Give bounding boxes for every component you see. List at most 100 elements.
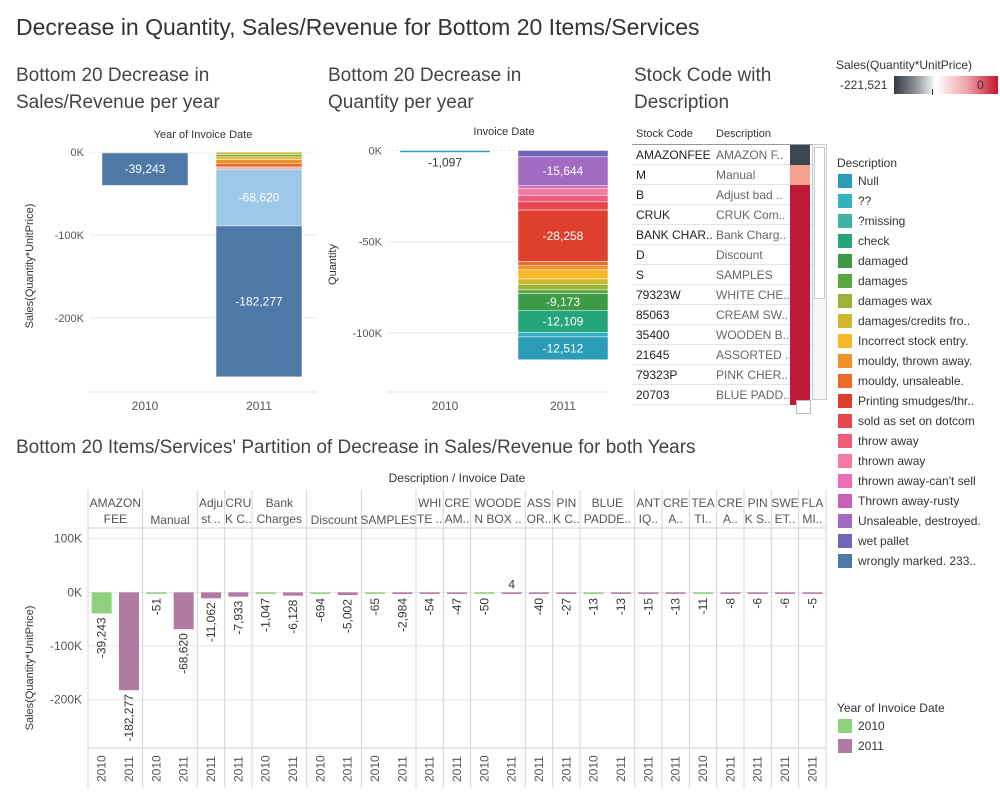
sales-color-cell bbox=[790, 285, 810, 305]
description-legend-item[interactable]: throw away bbox=[838, 434, 919, 454]
stock-code-cell: BANK CHAR.. bbox=[636, 228, 713, 242]
year-legend-item[interactable]: 2010 bbox=[838, 719, 885, 739]
stack-segment bbox=[517, 261, 609, 266]
description-legend-item[interactable]: Null bbox=[838, 174, 879, 194]
x-tick-label: 2011 bbox=[231, 756, 245, 782]
description-legend-item[interactable]: thrown away bbox=[838, 454, 925, 474]
description-legend-item[interactable]: mouldy, unsaleable. bbox=[838, 374, 964, 394]
quantity-panel-title: Bottom 20 Decrease in Quantity per year bbox=[328, 62, 521, 116]
description-legend-item[interactable]: wet pallet bbox=[838, 534, 909, 554]
description-legend-item[interactable]: sold as set on dotcom bbox=[838, 414, 975, 434]
stock-table-row[interactable]: M Manual bbox=[632, 165, 812, 185]
partition-bar bbox=[665, 592, 686, 594]
scrollbar-thumb[interactable] bbox=[814, 147, 825, 299]
sales-color-cell bbox=[790, 305, 810, 325]
x-tick-label: 2010 bbox=[132, 399, 159, 413]
description-legend-item[interactable]: thrown away-can't sell bbox=[838, 474, 976, 494]
stock-table-row[interactable]: S SAMPLES bbox=[632, 265, 812, 285]
stock-code-cell: 20703 bbox=[636, 388, 670, 402]
sales-color-cell bbox=[790, 205, 810, 225]
legend-label: thrown away bbox=[858, 454, 926, 468]
stock-table-scrollbar[interactable] bbox=[812, 144, 827, 400]
description-legend-item[interactable]: mouldy, thrown away. bbox=[838, 354, 972, 374]
x-tick-label: 2011 bbox=[805, 756, 819, 782]
description-legend-item[interactable]: Incorrect stock entry. bbox=[838, 334, 968, 354]
sales-color-cell bbox=[790, 325, 810, 345]
description-legend-item[interactable]: damages/credits fro.. bbox=[838, 314, 970, 334]
description-legend-item[interactable]: ?missing bbox=[838, 214, 905, 234]
stock-table-row[interactable]: D Discount bbox=[632, 245, 812, 265]
stock-table-row[interactable]: AMAZONFEE AMAZON F.. bbox=[632, 145, 812, 165]
description-legend-item[interactable]: wrongly marked. 233.. bbox=[838, 554, 976, 574]
data-label: -6,128 bbox=[286, 599, 300, 633]
legend-swatch bbox=[838, 354, 852, 368]
legend-label: Thrown away-rusty bbox=[858, 494, 960, 508]
description-cell: WHITE CHE.. bbox=[716, 288, 790, 302]
stock-table-header-code: Stock Code bbox=[636, 128, 693, 140]
data-label: -15,644 bbox=[543, 164, 584, 178]
legend-label: Printing smudges/thr.. bbox=[858, 394, 975, 408]
legend-swatch bbox=[838, 739, 852, 753]
legend-swatch bbox=[838, 254, 852, 268]
data-label: -7,933 bbox=[231, 600, 245, 634]
legend-label: throw away bbox=[858, 434, 919, 448]
description-legend-item[interactable]: ?? bbox=[838, 194, 871, 214]
partition-bar bbox=[283, 592, 303, 596]
stock-table-row[interactable]: 35400 WOODEN B.. bbox=[632, 325, 812, 345]
legend-label: sold as set on dotcom bbox=[858, 414, 975, 428]
partition-bar bbox=[611, 592, 631, 594]
description-legend-item[interactable]: check bbox=[838, 234, 889, 254]
stock-table-row[interactable]: B Adjust bad .. bbox=[632, 185, 812, 205]
data-label: -182,277 bbox=[122, 694, 136, 742]
x-tick-label: 2011 bbox=[669, 756, 683, 782]
legend-label: wrongly marked. 233.. bbox=[858, 554, 977, 568]
x-tick-label: 2011 bbox=[286, 756, 300, 782]
gradient-legend-marker bbox=[932, 89, 933, 95]
description-legend-item[interactable]: damaged bbox=[838, 254, 908, 274]
description-legend-item[interactable]: Thrown away-rusty bbox=[838, 494, 959, 514]
legend-swatch bbox=[838, 274, 852, 288]
group-label: PIN bbox=[556, 496, 576, 510]
legend-swatch bbox=[838, 214, 852, 228]
stack-segment bbox=[215, 156, 303, 160]
legend-swatch bbox=[838, 534, 852, 548]
data-label: -15 bbox=[641, 598, 655, 616]
stock-table-row[interactable]: 85063 CREAM SW.. bbox=[632, 305, 812, 325]
stock-table-row[interactable]: 21645 ASSORTED .. bbox=[632, 345, 812, 365]
stock-table-row[interactable]: BANK CHAR.. Bank Charg.. bbox=[632, 225, 812, 245]
y-axis-label: Quantity bbox=[327, 244, 339, 285]
description-cell: SAMPLES bbox=[716, 268, 773, 282]
x-tick-label: 2011 bbox=[177, 756, 191, 782]
stack-segment bbox=[517, 209, 609, 262]
stock-code-cell: 35400 bbox=[636, 328, 670, 342]
year-legend-item[interactable]: 2011 bbox=[838, 739, 884, 759]
partition-bar bbox=[529, 592, 549, 594]
description-legend-item[interactable]: damages bbox=[838, 274, 907, 294]
legend-swatch bbox=[838, 334, 852, 348]
description-legend-item[interactable]: Printing smudges/thr.. bbox=[838, 394, 974, 414]
data-label: -13 bbox=[614, 598, 628, 616]
stack-segment bbox=[517, 284, 609, 291]
sales-color-cell bbox=[790, 265, 810, 285]
stock-table-row[interactable]: CRUK CRUK Com.. bbox=[632, 205, 812, 225]
data-label: -11 bbox=[696, 598, 710, 615]
stack-segment bbox=[215, 159, 303, 164]
data-label: -11,062 bbox=[204, 602, 218, 642]
description-legend-item[interactable]: damages wax bbox=[838, 294, 932, 314]
group-label: CRU bbox=[225, 496, 251, 510]
stock-table-row[interactable]: 79323W WHITE CHE.. bbox=[632, 285, 812, 305]
stock-table-row[interactable]: 79323P PINK CHER.. bbox=[632, 365, 812, 385]
data-label: -13 bbox=[669, 598, 683, 616]
x-tick-label: 2011 bbox=[423, 756, 437, 782]
y-tick-label: 0K bbox=[369, 145, 383, 157]
group-label: CRE bbox=[444, 496, 469, 510]
group-label: CRE bbox=[718, 496, 743, 510]
legend-swatch bbox=[838, 194, 852, 208]
group-label: Manual bbox=[150, 513, 189, 527]
scroll-corner bbox=[796, 400, 811, 414]
group-label: OR.. bbox=[527, 512, 552, 526]
stack-segment bbox=[517, 150, 609, 158]
group-label: MI.. bbox=[802, 512, 822, 526]
gradient-legend-min: -221,521 bbox=[840, 78, 888, 92]
description-legend-item[interactable]: Unsaleable, destroyed. bbox=[838, 514, 981, 534]
